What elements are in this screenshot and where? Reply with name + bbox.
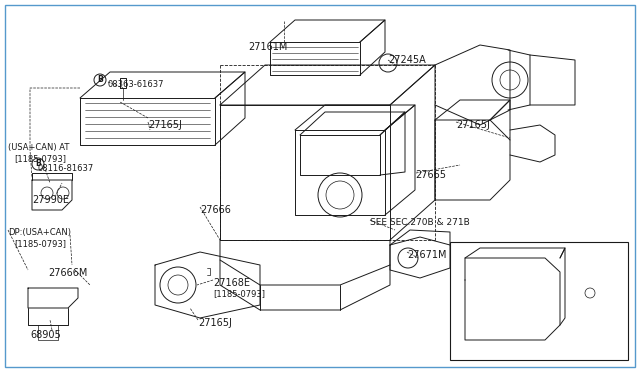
Text: 27165J: 27165J: [198, 318, 232, 328]
Text: 08363-61637: 08363-61637: [108, 80, 164, 89]
Text: B: B: [97, 76, 103, 84]
Text: 27671M: 27671M: [407, 250, 447, 260]
Text: 27168E: 27168E: [213, 278, 250, 288]
Text: 08116-81637: 08116-81637: [38, 164, 94, 173]
Text: 68905: 68905: [30, 330, 61, 340]
Text: 27666M: 27666M: [48, 268, 88, 278]
Text: 27245A: 27245A: [388, 55, 426, 65]
Text: (USA+CAN) AT: (USA+CAN) AT: [8, 143, 69, 152]
Text: [1185-0793]: [1185-0793]: [14, 154, 66, 163]
Text: AP73 100 0: AP73 100 0: [556, 354, 604, 363]
Text: 27161M: 27161M: [248, 42, 287, 52]
Text: 27165J: 27165J: [148, 120, 182, 130]
Text: DP:(USA+CAN): DP:(USA+CAN): [8, 228, 71, 237]
Bar: [450, 242, 628, 360]
Text: 27665: 27665: [415, 170, 446, 180]
Text: B: B: [35, 160, 41, 169]
Text: [1185-0793]: [1185-0793]: [14, 239, 66, 248]
Text: 27171: 27171: [502, 322, 533, 332]
Text: SEE SEC.270B & 271B: SEE SEC.270B & 271B: [370, 218, 470, 227]
Text: 27172A: 27172A: [564, 258, 602, 268]
Text: 27666: 27666: [200, 205, 231, 215]
Text: [0793-     ]: [0793- ]: [453, 245, 500, 254]
Text: [1185-0793]: [1185-0793]: [213, 289, 265, 298]
Text: 27990E: 27990E: [32, 195, 69, 205]
Text: 27165J: 27165J: [456, 120, 490, 130]
